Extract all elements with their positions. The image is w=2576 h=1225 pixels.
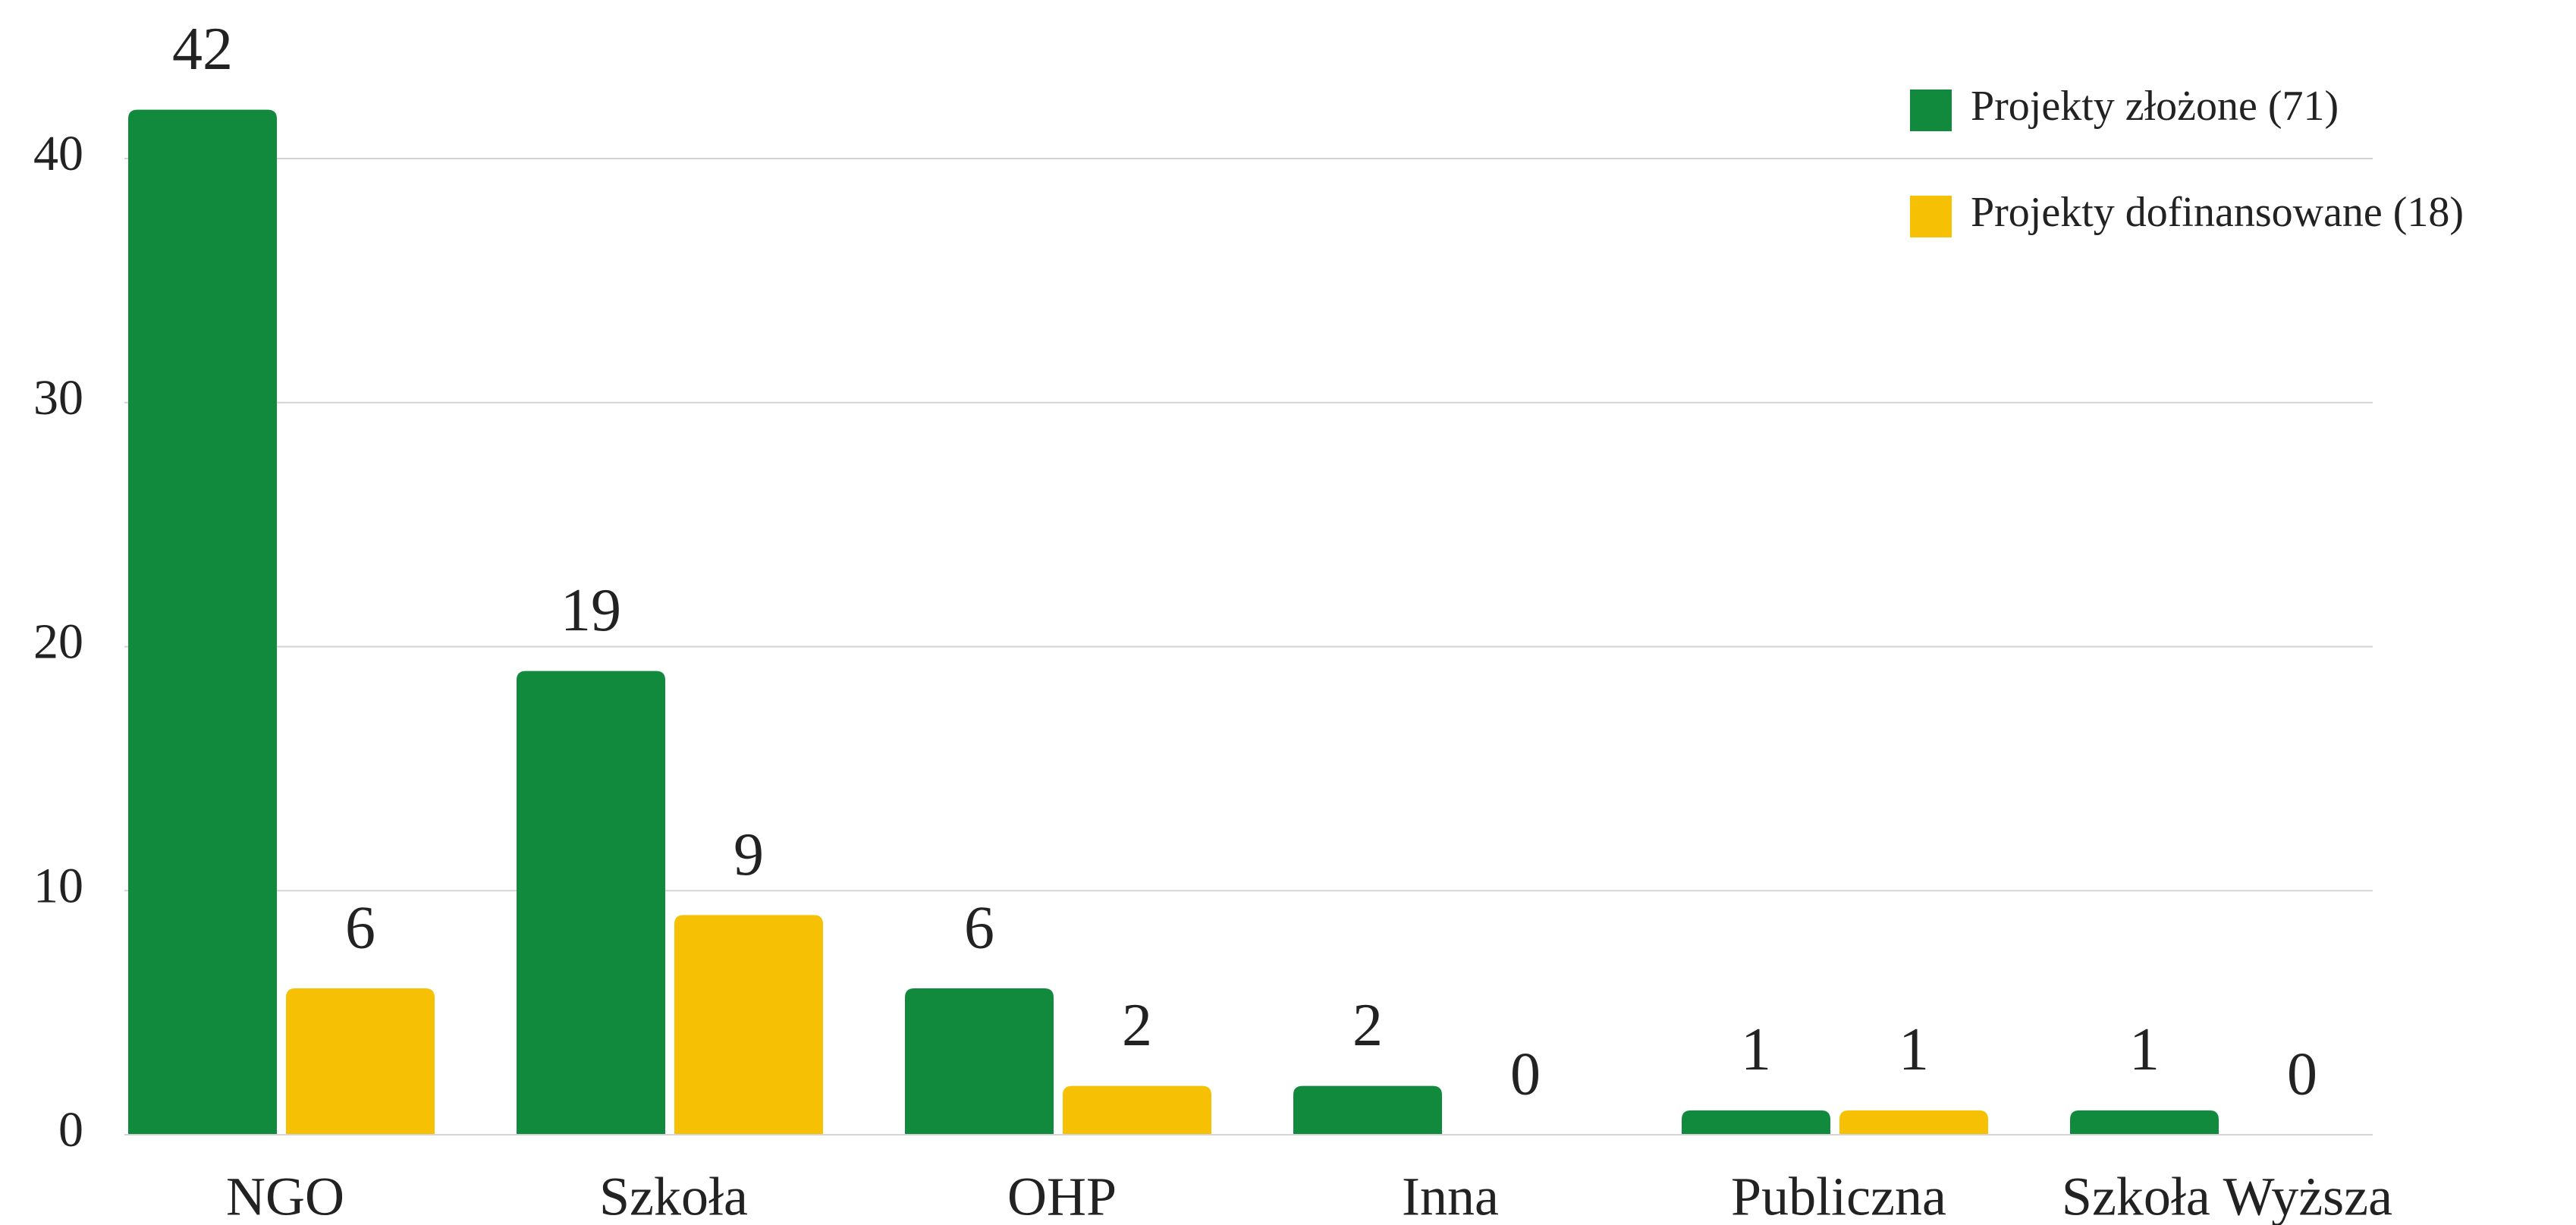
x-tick-label: Publiczna — [1731, 1167, 1946, 1225]
bar — [1839, 1110, 1988, 1135]
value-label: 0 — [1510, 1041, 1541, 1107]
value-label: 19 — [561, 577, 621, 644]
y-tick-label: 20 — [33, 614, 83, 670]
value-label: 1 — [1741, 1016, 1771, 1083]
value-label: 2 — [1352, 992, 1383, 1059]
x-tick-label: NGO — [226, 1167, 344, 1225]
bar — [1293, 1085, 1442, 1135]
value-label: 9 — [734, 821, 764, 888]
legend-swatch — [1910, 196, 1952, 237]
bar — [1682, 1110, 1830, 1135]
value-label: 1 — [1899, 1016, 1929, 1083]
bar — [1063, 1085, 1211, 1135]
value-label: 0 — [2287, 1041, 2317, 1107]
y-tick-label: 40 — [33, 126, 83, 181]
bar — [905, 988, 1054, 1135]
y-tick-label: 30 — [33, 370, 83, 426]
value-label: 42 — [172, 16, 233, 83]
legend-label: Projekty złożone (71) — [1971, 83, 2339, 130]
value-label: 2 — [1122, 992, 1152, 1059]
y-tick-label: 0 — [58, 1102, 83, 1157]
x-tick-label: OHP — [1007, 1167, 1117, 1225]
value-label: 1 — [2129, 1016, 2160, 1083]
bar — [128, 109, 277, 1135]
legend-label: Projekty dofinansowane (18) — [1971, 189, 2464, 236]
x-tick-label: Szkoła — [599, 1167, 748, 1225]
x-tick-label: Szkoła Wyższa — [2062, 1167, 2392, 1225]
legend-swatch — [1910, 90, 1952, 131]
value-label: 6 — [964, 894, 994, 961]
y-tick-label: 10 — [33, 858, 83, 913]
bar — [286, 988, 435, 1135]
bar — [674, 915, 823, 1135]
bar — [517, 671, 665, 1135]
x-tick-label: Inna — [1402, 1167, 1499, 1225]
value-label: 6 — [345, 894, 375, 961]
bar — [2070, 1110, 2219, 1135]
